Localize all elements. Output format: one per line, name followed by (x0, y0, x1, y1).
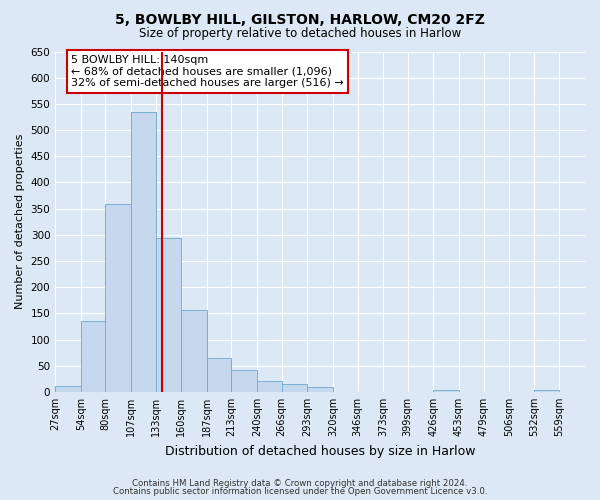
Bar (81, 320, 106, 392)
Bar (307, 387, 333, 392)
Bar (433, 390, 459, 392)
Text: Contains HM Land Registry data © Crown copyright and database right 2024.: Contains HM Land Registry data © Crown c… (132, 478, 468, 488)
Text: Size of property relative to detached houses in Harlow: Size of property relative to detached ho… (139, 28, 461, 40)
Bar (281, 384, 307, 392)
Text: Contains public sector information licensed under the Open Government Licence v3: Contains public sector information licen… (113, 487, 487, 496)
Bar (534, 390, 559, 392)
Bar (155, 238, 181, 392)
Bar (131, 112, 155, 392)
Bar (55, 386, 81, 392)
Text: 5, BOWLBY HILL, GILSTON, HARLOW, CM20 2FZ: 5, BOWLBY HILL, GILSTON, HARLOW, CM20 2F… (115, 12, 485, 26)
Y-axis label: Number of detached properties: Number of detached properties (15, 134, 25, 310)
X-axis label: Distribution of detached houses by size in Harlow: Distribution of detached houses by size … (165, 444, 475, 458)
Bar (232, 370, 257, 392)
Bar (257, 381, 281, 392)
Bar (181, 310, 207, 392)
Bar (106, 204, 131, 392)
Bar (207, 358, 232, 392)
Text: 5 BOWLBY HILL: 140sqm
← 68% of detached houses are smaller (1,096)
32% of semi-d: 5 BOWLBY HILL: 140sqm ← 68% of detached … (71, 55, 344, 88)
